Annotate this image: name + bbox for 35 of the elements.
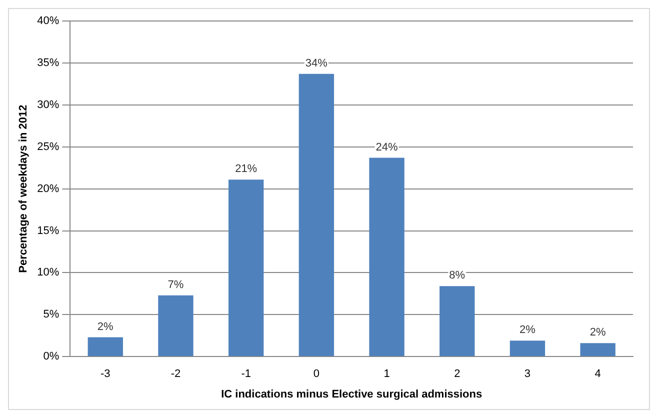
x-tick-label: 2 xyxy=(454,368,460,380)
y-tick-label: 5% xyxy=(43,308,60,321)
data-label: 2% xyxy=(590,326,606,339)
data-label: 34% xyxy=(305,57,328,70)
bar xyxy=(158,295,194,356)
x-tick-label: 3 xyxy=(524,368,531,380)
bar xyxy=(440,286,475,356)
bar xyxy=(228,180,264,356)
y-tick-label: 20% xyxy=(37,182,60,195)
data-label: 24% xyxy=(376,141,398,154)
data-label: 7% xyxy=(168,278,184,291)
bar xyxy=(510,340,546,356)
y-tick-label: 0% xyxy=(43,350,60,363)
y-tick-label: 40% xyxy=(37,15,60,28)
bar xyxy=(298,74,334,356)
data-label: 2% xyxy=(97,320,114,333)
data-label: 2% xyxy=(520,324,536,336)
x-axis-title: IC indications minus Elective surgical admissions xyxy=(221,388,482,400)
bar xyxy=(580,343,616,356)
x-tick-label: 1 xyxy=(384,368,390,380)
x-tick-label: -1 xyxy=(241,368,251,380)
y-tick-label: 25% xyxy=(37,140,60,153)
y-tick-label: 15% xyxy=(37,224,60,237)
y-axis-title: Percentage of weekdays in 2012 xyxy=(18,104,30,273)
x-tick-label: 0 xyxy=(313,368,320,380)
bar xyxy=(88,337,123,356)
y-tick-label: 30% xyxy=(37,98,60,111)
x-tick-label: -3 xyxy=(100,368,110,380)
bar xyxy=(369,158,404,356)
y-tick-label: 10% xyxy=(37,266,60,279)
x-tick-label: -2 xyxy=(170,368,181,380)
data-label: 8% xyxy=(449,270,466,282)
y-tick-label: 35% xyxy=(37,56,60,69)
x-tick-label: 4 xyxy=(594,368,601,380)
data-label: 21% xyxy=(235,163,258,176)
